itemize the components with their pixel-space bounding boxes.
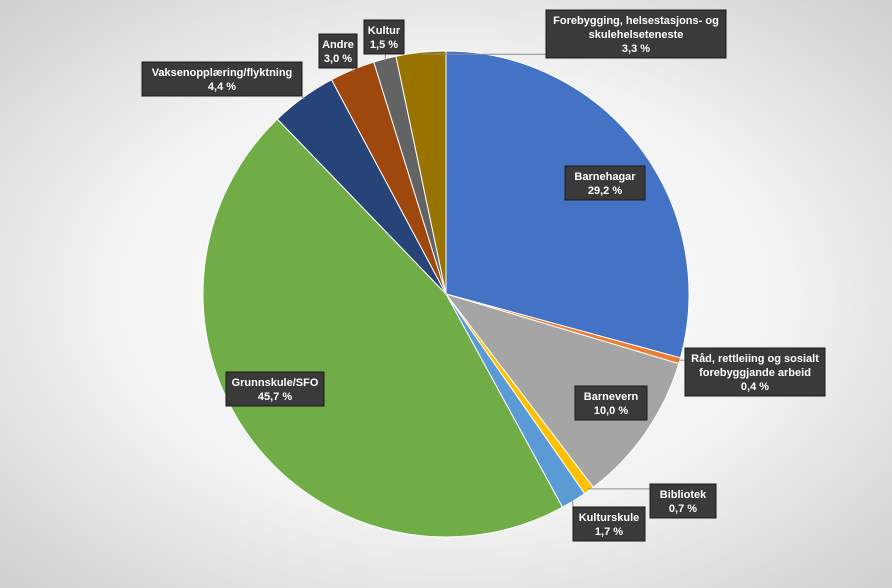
data-label-box [564,165,646,201]
slices-layer [202,50,690,538]
data-label-name: Kultur [368,25,401,37]
data-label-box [572,506,646,542]
pie-slice-barnevern [444,293,680,489]
pie-slice-grunnskule-sfo [202,118,564,538]
data-label-value: 10,0 % [594,405,628,417]
data-label: Råd, rettleiing og sosialt forebyggjande … [684,347,826,397]
data-label-value: 3,3 % [622,43,650,55]
data-label-value: 4,4 % [208,81,236,93]
data-label-name: Barnevern [584,391,639,403]
labels-layer: Barnehagar 29,2 % Råd, rettleiing og sosia… [141,9,826,542]
data-label-name: Råd, rettleiing og sosialt [691,353,819,365]
data-label-value: 3,0 % [324,53,352,65]
data-label-name: Bibliotek [660,489,707,501]
data-label-box [225,371,325,407]
data-label: Forebygging, helsestasjons- og skulehelse… [545,9,727,59]
data-label-box [141,61,303,97]
pie-slice-forebygging-helsestasjons-og-skulehelseteneste [395,50,447,295]
data-label: Vaksenopplæring/flyktning 4,4 % [141,61,303,97]
data-label-name: Grunnskule/SFO [232,377,319,389]
data-label-name: Forebygging, helsestasjons- og [553,15,719,27]
leader-lines [301,53,685,508]
data-label-box [318,33,358,69]
data-label-box [545,9,727,59]
data-label-box [363,19,405,55]
data-label-box [649,483,717,519]
data-label-value: 45,7 % [258,391,292,403]
data-label-name: Kulturskule [579,512,640,524]
data-label-value: 1,5 % [370,39,398,51]
data-label-name: skulehelseteneste [589,29,684,41]
data-label: Kultur 1,5 % [363,19,405,55]
data-label-box [684,347,826,397]
data-label-name: forebyggjande arbeid [699,367,811,379]
data-label: Grunnskule/SFO 45,7 % [225,371,325,407]
data-label-value: 0,4 % [741,381,769,393]
data-label: Barnehagar 29,2 % [564,165,646,201]
leader-line [301,95,305,100]
pie-slice-barnehagar [445,50,690,359]
data-label-name: Andre [322,39,354,51]
data-label: Barnevern 10,0 % [574,385,648,421]
data-label: Kulturskule 1,7 % [572,506,646,542]
data-label-value: 0,7 % [669,503,697,515]
data-label-value: 29,2 % [588,185,622,197]
data-label-name: Barnehagar [574,171,636,183]
data-label-value: 1,7 % [595,526,623,538]
data-label-name: Vaksenopplæring/flyktning [152,67,293,79]
data-label: Andre 3,0 % [318,33,358,69]
data-label: Bibliotek 0,7 % [649,483,717,519]
data-label-box [574,385,648,421]
